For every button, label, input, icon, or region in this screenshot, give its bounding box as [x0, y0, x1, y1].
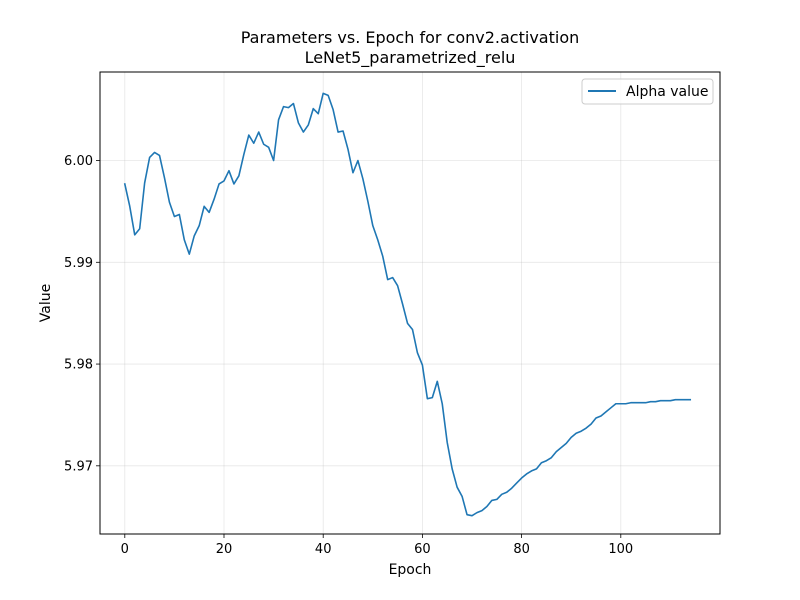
x-tick-label: 100 — [608, 542, 633, 557]
x-tick-label: 0 — [121, 542, 129, 557]
grid-lines — [100, 72, 720, 534]
x-tick-label: 80 — [513, 542, 530, 557]
chart-subtitle: LeNet5_parametrized_relu — [305, 48, 516, 68]
series-line-alpha-value — [123, 92, 692, 517]
y-tick-label: 5.97 — [64, 459, 93, 474]
y-axis-label: Value — [38, 284, 54, 322]
x-tick-label: 40 — [315, 542, 332, 557]
y-tick-label: 6.00 — [64, 154, 93, 169]
legend: Alpha value — [581, 78, 714, 105]
x-axis-label: Epoch — [389, 562, 432, 578]
x-tick-label: 20 — [216, 542, 233, 557]
series-lines — [123, 92, 692, 517]
chart-title: Parameters vs. Epoch for conv2.activatio… — [241, 28, 580, 47]
legend-label-alpha-value: Alpha value — [626, 84, 709, 100]
plot-frame — [99, 71, 721, 535]
legend-box — [581, 78, 714, 105]
x-tick-label: 60 — [414, 542, 431, 557]
axis-ticks: 0 20 40 60 80 100 5.97 5.98 5.99 6.00 — [64, 154, 633, 557]
y-tick-label: 5.99 — [64, 256, 93, 271]
y-tick-label: 5.98 — [64, 358, 93, 373]
